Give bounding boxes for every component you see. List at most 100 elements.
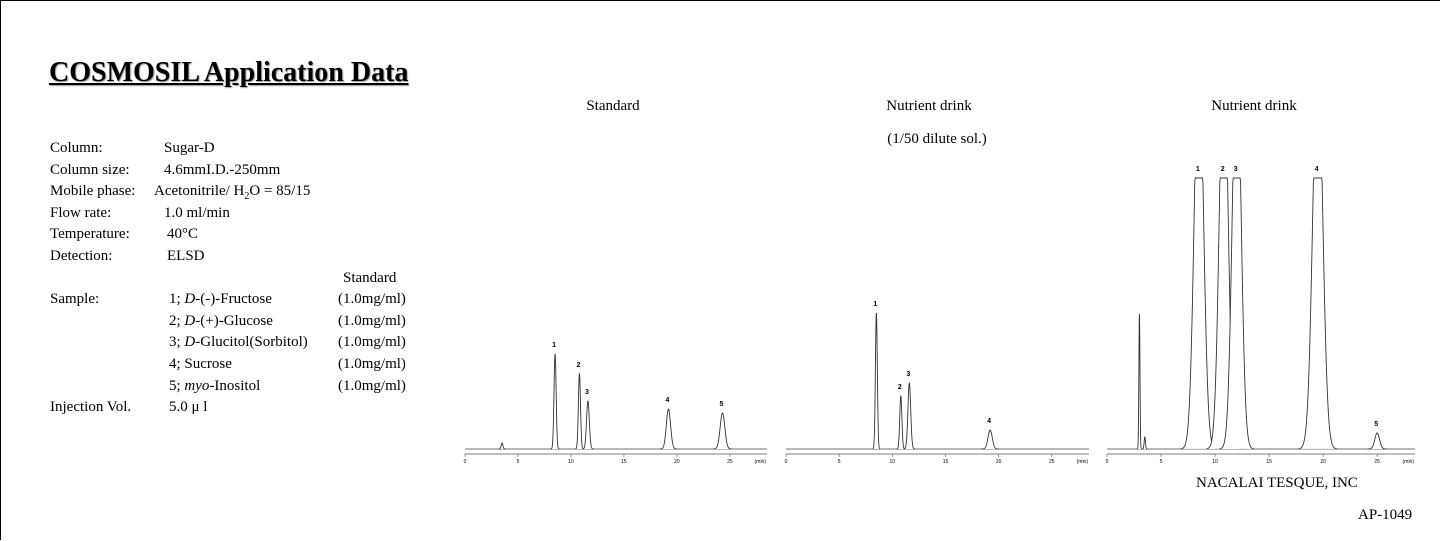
x-tick-label: 10 <box>1212 459 1218 465</box>
sample-conc: (1.0mg/ml) <box>338 377 406 394</box>
peak <box>903 381 915 450</box>
sample-conc: (1.0mg/ml) <box>338 356 406 372</box>
sample-item: 5; myo-Inositol <box>169 377 261 394</box>
doc-code: AP-1049 <box>1358 507 1413 523</box>
sample-conc: (1.0mg/ml) <box>338 291 406 308</box>
sample-name: Sucrose <box>184 356 232 372</box>
condition-value: Sugar-D <box>164 140 215 156</box>
x-tick-label: 20 <box>996 459 1002 465</box>
chromatogram: 0 5 10 15 20 25 (min) 1 2 3 4 5 <box>464 342 767 465</box>
chromatogram: 0 5 10 15 20 25 (min) 1 23 4 <box>785 301 1089 465</box>
peak-label: 2 <box>898 384 902 391</box>
chromatogram-subtitle: (1/50 dilute sol.) <box>887 131 987 147</box>
peak <box>981 429 999 450</box>
injection-label: Injection Vol. <box>50 399 132 416</box>
x-tick-label: 5 <box>517 459 520 465</box>
sample-prefix: myo <box>184 377 210 394</box>
peak-label: 2 <box>576 362 580 369</box>
sample-name: -(+)-Glucose <box>195 312 273 329</box>
x-tick-label: 5 <box>1160 459 1163 465</box>
peak-label: 5 <box>720 401 724 408</box>
sample-index: 4; <box>169 356 181 372</box>
x-tick-label: 10 <box>890 459 896 465</box>
sample-index: 1; <box>169 291 181 308</box>
x-tick-label: 0 <box>464 459 467 465</box>
sample-name: -(-)-Fructose <box>195 291 272 308</box>
peak <box>582 400 594 450</box>
x-tick-label: 25 <box>1049 459 1055 465</box>
condition-label: Column: <box>50 140 103 156</box>
injection-value: 5.0 μ l <box>169 399 208 416</box>
x-tick-label: 20 <box>1320 459 1326 465</box>
condition-value: 1.0 ml/min <box>164 204 230 221</box>
peak-label: 2 <box>1221 166 1225 173</box>
sample-prefix: D <box>184 291 196 308</box>
sample-item: 1; D-(-)-Fructose <box>169 292 272 307</box>
sample-index: 2; <box>169 312 181 329</box>
sample-conc: (1.0mg/ml) <box>338 312 406 329</box>
peak-label: 3 <box>906 371 910 378</box>
sample-name: -Glucitol(Sorbitol) <box>195 334 308 351</box>
value-part: 2 <box>244 191 250 203</box>
sample-conc: (1.0mg/ml) <box>338 334 406 351</box>
chromatogram-title: Nutrient drink <box>886 98 972 114</box>
peak <box>1298 177 1338 450</box>
peak <box>498 442 506 450</box>
condition-label: Mobile phase: <box>50 183 136 200</box>
sample-prefix: D <box>184 312 196 329</box>
condition-label: Column size: <box>50 161 130 178</box>
peak-label: 1 <box>1196 166 1200 173</box>
condition-label: Detection: <box>50 248 113 264</box>
chromatogram-title: Standard <box>586 98 640 114</box>
x-tick-label: 15 <box>1266 459 1272 465</box>
condition-value: Acetonitrile/ H2O = 85/15 <box>154 184 310 202</box>
peak-label: 3 <box>1234 166 1238 173</box>
peak-label: 4 <box>987 418 991 425</box>
condition-label: Temperature: <box>50 226 130 243</box>
peak <box>1137 313 1142 450</box>
x-tick-label: 0 <box>785 459 788 465</box>
peak-label: 4 <box>665 397 669 404</box>
sample-name: -Inositol <box>209 377 261 394</box>
peak-label: 5 <box>1374 421 1378 428</box>
sample-item: 2; D-(+)-Glucose <box>169 312 273 329</box>
chromatogram-title: Nutrient drink <box>1211 98 1297 114</box>
peak <box>1367 432 1387 450</box>
x-tick-label: 15 <box>943 459 949 465</box>
peak <box>872 312 881 450</box>
peak-label: 1 <box>873 301 877 308</box>
peak <box>713 412 732 450</box>
x-unit: (min) <box>1403 459 1415 465</box>
sample-item: 4; Sucrose <box>169 357 232 372</box>
chromatogram: 0 5 10 15 20 25 (min) 1 2 3 4 5 <box>1106 166 1415 465</box>
peak-label: 1 <box>552 342 556 349</box>
value-part: O = 85/15 <box>249 183 311 200</box>
peak <box>896 394 906 450</box>
x-tick-label: 10 <box>568 459 574 465</box>
x-tick-label: 25 <box>1374 459 1380 465</box>
sample-label: Sample: <box>50 291 100 308</box>
x-tick-label: 25 <box>727 459 733 465</box>
x-tick-label: 15 <box>621 459 627 465</box>
x-tick-label: 0 <box>1106 459 1109 465</box>
title: COSMOSIL Application Data <box>49 57 409 88</box>
peak <box>1219 177 1255 450</box>
condition-value: 4.6mmI.D.-250mm <box>164 161 281 178</box>
x-tick-label: 20 <box>674 459 680 465</box>
sample-heading: Standard <box>343 269 397 286</box>
peak <box>575 372 584 450</box>
peak <box>659 408 677 450</box>
x-unit: (min) <box>755 459 767 465</box>
condition-label: Flow rate: <box>50 204 112 221</box>
sample-prefix: D <box>184 334 196 351</box>
value-part: Acetonitrile/ H <box>154 183 245 200</box>
peak <box>1142 436 1148 450</box>
sample-item: 3; D-Glucitol(Sorbitol) <box>169 335 308 350</box>
x-tick-label: 5 <box>838 459 841 465</box>
company: NACALAI TESQUE, INC <box>1196 475 1358 491</box>
sample-index: 5; <box>169 377 181 394</box>
peak <box>550 353 560 450</box>
sample-index: 3; <box>169 334 181 351</box>
